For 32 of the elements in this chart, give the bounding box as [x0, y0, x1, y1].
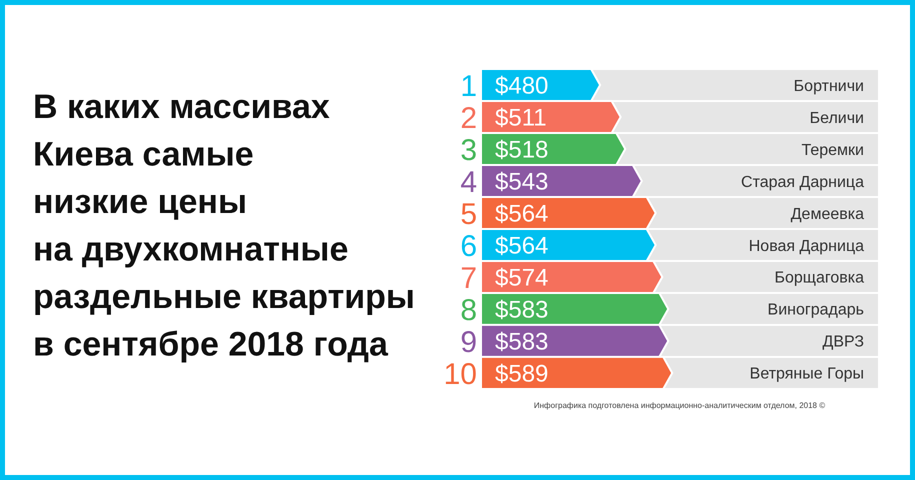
text: 10: [444, 358, 477, 391]
data-label: $583: [495, 328, 548, 356]
y-tick-label: Беличи: [810, 110, 864, 127]
text: 4: [460, 166, 477, 199]
data-label: $564: [495, 232, 548, 260]
y-tick-label: Виноградарь: [768, 302, 864, 319]
data-label: $564: [495, 200, 548, 228]
y-tick-label: ДВРЗ: [822, 334, 864, 351]
data-label: $589: [495, 360, 548, 388]
data-label: $480: [495, 72, 548, 100]
data-label: $574: [495, 264, 548, 292]
data-label: $543: [495, 168, 548, 196]
y-tick-label: Старая Дарница: [741, 174, 864, 191]
text: 1: [460, 70, 477, 103]
text: 3: [460, 134, 477, 167]
text: Инфографика подготовлена информационно-аналитическим отделом, 2018 ©: [534, 401, 826, 410]
y-tick-label: Ветряные Горы: [750, 366, 864, 383]
data-label: $511: [495, 104, 547, 132]
text: В каких массивах Киева самые низкие цены на двухкомнатные раздельные квартиры в сентябре 2018 года: [33, 88, 415, 364]
text: 2: [460, 102, 477, 135]
y-tick-label: Теремки: [801, 142, 864, 159]
data-label: $518: [495, 136, 548, 164]
text: 7: [460, 262, 477, 295]
text: 5: [460, 198, 477, 231]
y-tick-label: Борщаговка: [774, 270, 864, 287]
text: 9: [460, 326, 477, 359]
data-label: $583: [495, 296, 548, 324]
y-tick-label: Бортничи: [794, 78, 864, 95]
text: 8: [460, 294, 477, 327]
y-tick-label: Новая Дарница: [748, 238, 864, 255]
y-tick-label: Демеевка: [790, 206, 864, 223]
text: 6: [460, 230, 477, 263]
